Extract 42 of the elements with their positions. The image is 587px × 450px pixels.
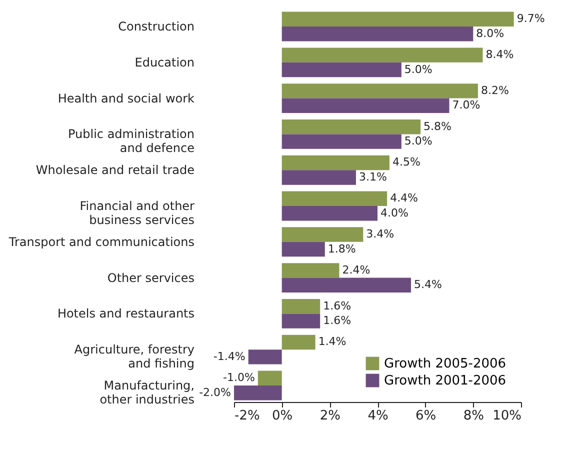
- data-label: 1.8%: [328, 242, 356, 256]
- data-label: 8.2%: [480, 84, 509, 97]
- legend-label: Growth 2005-2006: [384, 356, 506, 372]
- data-label: 3.1%: [358, 170, 387, 184]
- x-tick-label: 8%: [463, 408, 484, 424]
- data-label: 4.5%: [392, 156, 420, 169]
- data-label: -2.0%: [199, 386, 231, 399]
- data-label: 8.4%: [486, 48, 514, 62]
- data-label: -1.4%: [213, 350, 246, 363]
- data-label: 1.6%: [323, 314, 352, 328]
- data-label: 5.8%: [424, 120, 452, 133]
- data-label: -1.0%: [222, 371, 255, 384]
- y-tick-label: Other services: [107, 270, 194, 285]
- y-tick-label: Financial and other business services: [80, 199, 195, 227]
- x-tick-label: 2%: [320, 408, 340, 424]
- y-tick-label: Public administration and defence: [68, 127, 194, 156]
- data-label: 7.0%: [452, 98, 480, 112]
- legend-label: Growth 2001-2006: [384, 374, 506, 388]
- y-tick-label: Construction: [118, 20, 194, 34]
- data-label: 4.0%: [380, 206, 408, 220]
- data-label: 8.0%: [476, 26, 504, 40]
- data-label: 5.0%: [404, 134, 432, 148]
- y-tick-label: Manufacturing, other industries: [100, 378, 194, 406]
- x-tick-label: -2%: [234, 408, 260, 424]
- data-label: 1.4%: [318, 335, 346, 348]
- data-label: 9.7%: [516, 12, 545, 26]
- x-tick-label: 10%: [492, 408, 522, 424]
- x-tick-label: 4%: [368, 408, 388, 424]
- y-tick-label: Health and social work: [58, 91, 195, 106]
- data-label: 3.4%: [366, 228, 394, 241]
- y-tick-label: Agriculture, forestry and fishing: [74, 342, 194, 371]
- y-tick-label: Education: [134, 55, 194, 70]
- data-label: 5.4%: [414, 278, 442, 292]
- y-tick-label: Hotels and restaurants: [57, 306, 194, 321]
- y-tick-label: Wholesale and retail trade: [36, 163, 194, 178]
- x-tick-label: 0%: [272, 408, 293, 424]
- data-label: 4.4%: [390, 192, 418, 205]
- data-label: 1.6%: [323, 299, 352, 312]
- x-tick-label: 6%: [416, 408, 436, 424]
- y-tick-label: Transport and communications: [8, 234, 194, 249]
- data-label: 5.0%: [404, 62, 432, 76]
- data-label: 2.4%: [342, 263, 370, 276]
